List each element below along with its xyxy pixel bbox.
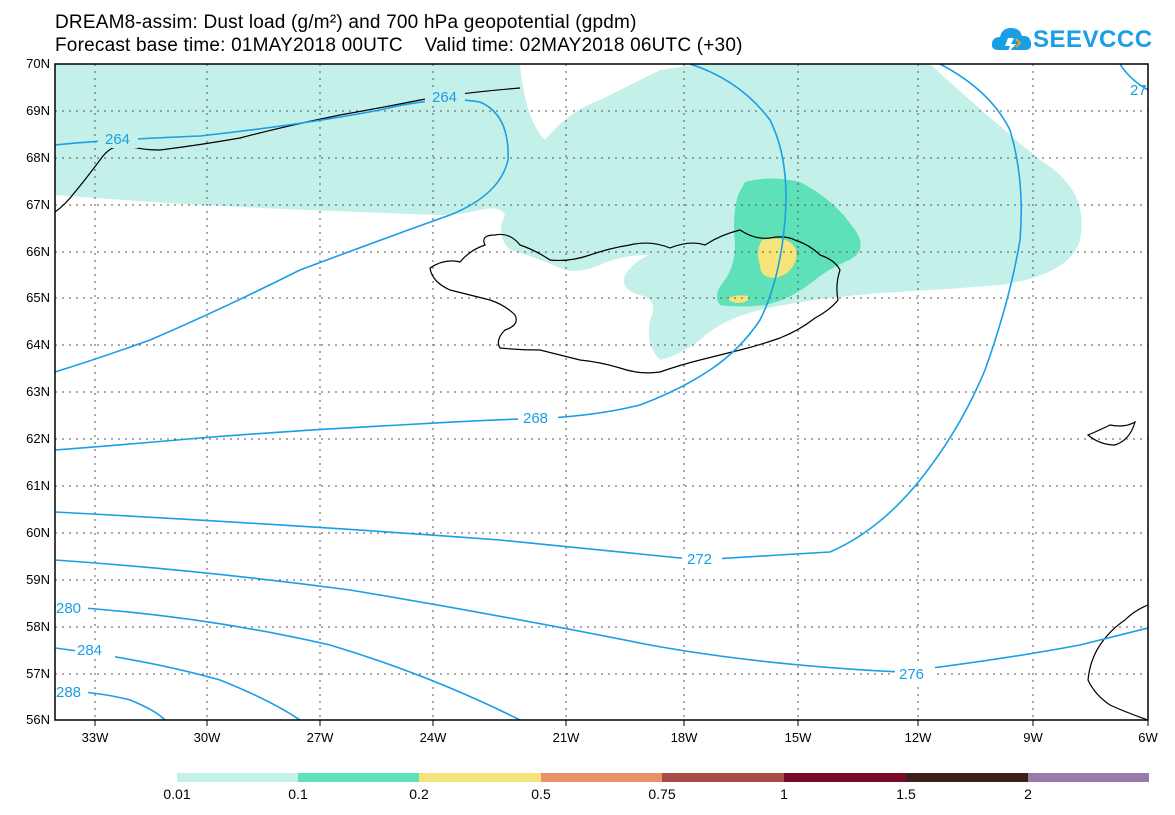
lat-label: 69N <box>26 103 50 118</box>
dust-area-0.01 <box>55 64 1082 360</box>
lat-label: 58N <box>26 619 50 634</box>
contour-272 <box>55 64 1023 561</box>
colorbar-swatch-0.1 <box>298 773 419 782</box>
colorbar-label: 0.01 <box>163 786 191 802</box>
lon-label: 12W <box>904 730 932 745</box>
lat-label: 68N <box>26 150 50 165</box>
lat-label: 70N <box>26 56 50 71</box>
lon-label: 30W <box>193 730 221 745</box>
lon-label: 24W <box>419 730 447 745</box>
lon-label: 33W <box>81 730 109 745</box>
lat-label: 65N <box>26 290 50 305</box>
lat-label: 63N <box>26 384 50 399</box>
iceland-coast <box>429 229 841 374</box>
colorbar-swatch-0.75 <box>662 773 784 782</box>
contour-264 <box>55 99 509 373</box>
coastlines <box>55 87 1148 720</box>
lon-label: 21W <box>552 730 580 745</box>
colorbar-label: 0.75 <box>648 786 676 802</box>
lon-label: 9W <box>1023 730 1043 745</box>
lon-label: 6W <box>1138 730 1158 745</box>
colorbar-swatch-1.5 <box>906 773 1028 782</box>
contour-label: 264 <box>432 89 457 106</box>
contour-272-ne <box>1119 64 1148 91</box>
colorbar-swatch-0.2 <box>419 773 541 782</box>
colorbar-swatch-2 <box>1028 773 1149 782</box>
lat-label: 60N <box>26 525 50 540</box>
lat-label: 67N <box>26 197 50 212</box>
geopotential-contours <box>55 64 1148 720</box>
scotland-coast <box>1087 604 1148 720</box>
contour-280 <box>55 605 521 720</box>
contour-264-east <box>55 64 787 451</box>
logo-text: SEEVCCC <box>1033 26 1153 53</box>
graticule <box>55 64 1148 720</box>
lat-label: 57N <box>26 666 50 681</box>
contour-label: 27 <box>1130 82 1147 99</box>
contour-label: 288 <box>56 684 81 701</box>
contour-276 <box>55 559 1148 673</box>
colorbar-label: 0.2 <box>409 786 429 802</box>
chart-subtitle: Forecast base time: 01MAY2018 00UTC Vali… <box>55 35 743 56</box>
colorbar-label: 1.5 <box>896 786 916 802</box>
lon-label: 15W <box>784 730 812 745</box>
contour-label: 284 <box>77 642 102 659</box>
cloud-icon <box>991 28 1032 54</box>
colorbar-swatch-0.5 <box>541 773 662 782</box>
dust-area-0.2b <box>728 295 749 303</box>
colorbar-label: 1 <box>780 786 788 802</box>
chart-title: DREAM8-assim: Dust load (g/m²) and 700 h… <box>55 12 637 33</box>
contour-label: 280 <box>56 600 81 617</box>
plot-frame <box>54 63 1149 721</box>
greenland-coast <box>55 87 521 213</box>
colorbar-label: 0.5 <box>531 786 551 802</box>
contour-label: 264 <box>105 131 130 148</box>
colorbar-label: 0.1 <box>288 786 308 802</box>
seevccc-logo: SEEVCCC <box>990 22 1165 58</box>
lon-label: 18W <box>670 730 698 745</box>
contour-label: 276 <box>899 666 924 683</box>
lat-label: 66N <box>26 244 50 259</box>
dust-area-0.2 <box>757 238 797 278</box>
tick-marks <box>94 720 1149 726</box>
contour-label: 272 <box>687 551 712 568</box>
colorbar-label: 2 <box>1024 786 1032 802</box>
faroe-coast <box>1086 420 1136 446</box>
contour-label-group: 264 264 268 272 276 280 284 288 27 <box>56 82 1147 701</box>
lon-label: 27W <box>306 730 334 745</box>
colorbar-swatch-0.01 <box>177 773 298 782</box>
lat-label: 64N <box>26 337 50 352</box>
lat-label: 61N <box>26 478 50 493</box>
lat-label: 56N <box>26 712 50 727</box>
lat-label: 59N <box>26 572 50 587</box>
lat-label: 62N <box>26 431 50 446</box>
contour-label: 268 <box>523 410 548 427</box>
colorbar-swatch-1 <box>784 773 906 782</box>
